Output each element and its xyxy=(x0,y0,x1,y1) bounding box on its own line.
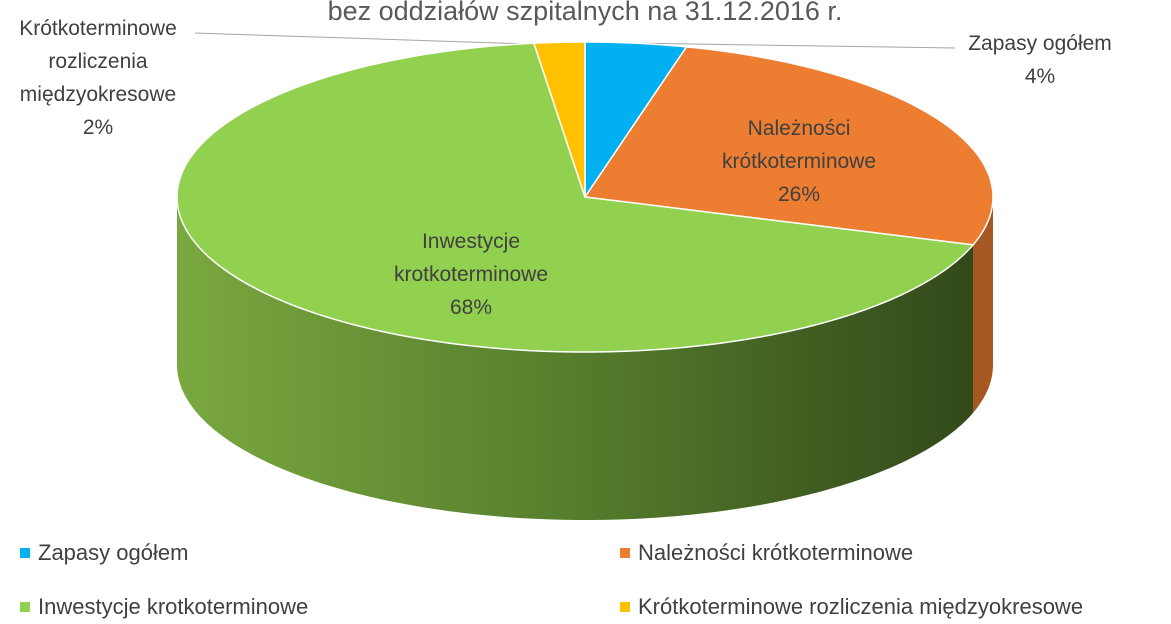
data-label: Zapasy ogółem 4% xyxy=(950,27,1130,93)
slice xyxy=(176,42,975,353)
leader-line xyxy=(194,32,561,46)
legend-label: Zapasy ogółem xyxy=(38,540,189,565)
legend-swatch xyxy=(620,548,630,558)
slice-side xyxy=(177,197,974,520)
legend-item: Należności krótkoterminowe xyxy=(620,540,913,566)
data-label-name: Należności krótkoterminowe xyxy=(721,117,877,173)
data-label-name: Krótkoterminowe rozliczenia międzyokreso… xyxy=(19,17,177,106)
data-label-name: Inwestycje krotkoterminowe xyxy=(393,230,549,286)
data-label-value: 26% xyxy=(777,183,821,206)
data-label-value: 4% xyxy=(1024,65,1056,88)
pie-tops xyxy=(176,41,994,353)
data-label: Krótkoterminowe rozliczenia międzyokreso… xyxy=(0,12,196,144)
data-label: Należności krótkoterminowe 26% xyxy=(704,112,894,211)
legend-item: Inwestycje krotkoterminowe xyxy=(20,594,308,620)
legend-label: Krótkoterminowe rozliczenia międzyokreso… xyxy=(638,594,1084,619)
data-label: Inwestycje krotkoterminowe 68% xyxy=(376,225,566,324)
data-label-value: 2% xyxy=(82,116,114,139)
legend-item: Krótkoterminowe rozliczenia międzyokreso… xyxy=(620,594,1083,620)
pie-sides xyxy=(177,197,993,520)
chart-title: bez oddziałów szpitalnych na 31.12.2016 … xyxy=(328,0,843,26)
slice-side xyxy=(973,197,993,413)
legend-swatch xyxy=(620,602,630,612)
legend-swatch xyxy=(20,602,30,612)
slice xyxy=(532,41,586,198)
legend-swatch xyxy=(20,548,30,558)
data-label-name: Zapasy ogółem xyxy=(968,32,1112,55)
leader-line xyxy=(625,42,956,49)
legend-label: Należności krótkoterminowe xyxy=(638,540,914,565)
data-label-value: 68% xyxy=(449,296,493,319)
legend-item: Zapasy ogółem xyxy=(20,540,188,566)
legend-label: Inwestycje krotkoterminowe xyxy=(38,594,309,619)
slice xyxy=(583,46,994,246)
